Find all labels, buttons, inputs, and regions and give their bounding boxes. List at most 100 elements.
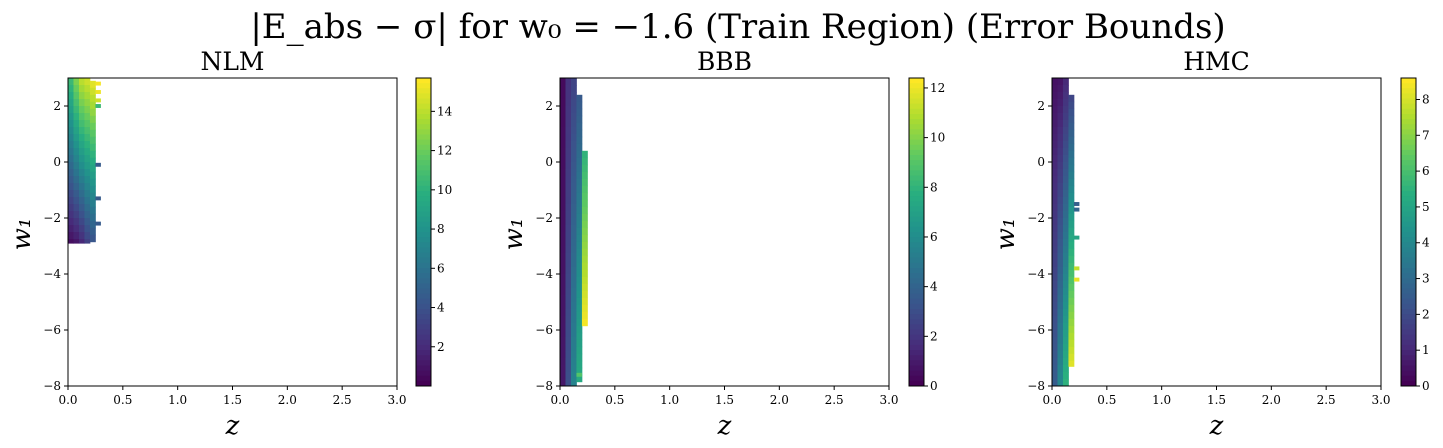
colorbar-segment: [416, 134, 431, 141]
heatmap-cell: [560, 134, 566, 142]
heatmap-cell: [1062, 267, 1069, 275]
panels: NLM 0.0 0.5 1.0 1.5 2.0 2.5 3.0 −8 −6 −4 −2 0 2 z w₁ 2 4 6…: [7, 47, 1430, 441]
colorbar-tick-label: 2: [930, 329, 938, 343]
heatmap-cell: [84, 99, 91, 107]
colorbar-segment: [909, 216, 924, 223]
colorbar-segment: [1401, 375, 1416, 382]
heatmap-cell: [576, 325, 583, 334]
heatmap-cell: [1052, 176, 1058, 184]
heatmap-cell: [576, 255, 583, 264]
colorbar-segment: [416, 119, 431, 125]
heatmap-cell: [1068, 213, 1075, 222]
heatmap-cell: [1068, 206, 1075, 215]
heatmap-cell: [570, 351, 577, 359]
heatmap-cell: [576, 192, 583, 201]
heatmap-cell: [1057, 288, 1064, 296]
heatmap-cell: [576, 318, 583, 327]
colorbar-segment: [1401, 190, 1416, 197]
heatmap-dash: [1073, 277, 1080, 282]
colorbar-tick-label: 4: [437, 301, 445, 315]
heatmap-cell: [560, 295, 566, 303]
heatmap-cell: [1068, 94, 1075, 103]
colorbar-tick-label: 0: [930, 379, 938, 393]
colorbar-segment: [1401, 262, 1416, 269]
heatmap-cell: [1052, 316, 1058, 324]
heatmap-cell: [570, 134, 577, 142]
colorbar-segment: [909, 293, 924, 300]
colorbar-segment: [1401, 319, 1416, 325]
heatmap-cell: [84, 85, 91, 93]
heatmap-cell: [565, 211, 572, 219]
colorbar-segment: [416, 201, 431, 207]
colorbar-segment: [416, 370, 431, 377]
heatmap-cell: [1057, 330, 1064, 338]
colorbar-segment: [909, 283, 924, 289]
colorbar-segment: [909, 180, 924, 187]
heatmap-cell: [1068, 178, 1075, 187]
colorbar-segment: [909, 175, 924, 182]
colorbar-segment: [416, 267, 431, 274]
colorbar-segment: [1401, 175, 1416, 182]
heatmap-cell: [89, 87, 96, 96]
colorbar-segment: [909, 190, 924, 197]
colorbar-segment: [909, 267, 924, 274]
colorbar-tick-label: 2: [437, 340, 445, 354]
heatmap-cell: [1062, 295, 1069, 303]
heatmap-cell: [1052, 232, 1058, 240]
heatmap-cell: [1068, 150, 1075, 159]
heatmap-cell: [576, 178, 583, 187]
heatmap-cell: [1052, 99, 1058, 107]
heatmap-cell: [89, 150, 96, 159]
heatmap-cell: [560, 204, 566, 212]
heatmap-cell: [84, 162, 91, 170]
heatmap-cell: [78, 141, 85, 149]
heatmap-cell: [68, 169, 74, 177]
heatmap-cell: [1062, 281, 1069, 289]
heatmap-cell: [1062, 141, 1069, 149]
heatmap-cell: [581, 178, 588, 187]
colorbar-tick-label: 14: [437, 104, 453, 118]
x-tick-label: 1.0: [1152, 393, 1171, 407]
colorbar-segment: [1401, 370, 1416, 377]
colorbar-segment: [1401, 180, 1416, 187]
heatmap-cell: [576, 234, 583, 243]
heatmap-cell: [1068, 346, 1075, 355]
heatmap-cell: [89, 178, 96, 187]
heatmap-cell: [73, 92, 80, 100]
colorbar-tick-label: 6: [1422, 164, 1430, 178]
heatmap-cell: [570, 155, 577, 163]
colorbar-segment: [416, 190, 431, 197]
heatmap-cell: [78, 85, 85, 93]
x-tick-label: 3.0: [1371, 393, 1390, 407]
colorbar-segment: [909, 314, 924, 320]
heatmap-cell: [560, 99, 566, 107]
colorbar-segment: [1401, 155, 1416, 161]
colorbar-segment: [1401, 170, 1416, 177]
heatmap-cell: [1052, 197, 1058, 205]
heatmap-cell: [570, 274, 577, 282]
heatmap-cell: [1052, 330, 1058, 338]
heatmap-cell: [565, 78, 572, 86]
heatmap-cell: [565, 141, 572, 149]
heatmap-cell: [565, 155, 572, 163]
colorbar-segment: [416, 103, 431, 110]
heatmap-cell: [1052, 155, 1058, 163]
heatmap-cell: [560, 92, 566, 100]
heatmap-dash: [95, 196, 101, 201]
heatmap-cell: [89, 213, 96, 222]
colorbar-segment: [1401, 339, 1416, 346]
heatmap-cell: [565, 295, 572, 303]
heatmap-cell: [89, 185, 96, 194]
heatmap-cell: [1062, 218, 1069, 226]
colorbar-tick-label: 1: [1422, 343, 1430, 357]
heatmap-cell: [1068, 248, 1075, 257]
y-tick-label: −8: [1027, 379, 1045, 393]
heatmap-cell: [1057, 197, 1064, 205]
heatmap-cell: [68, 190, 74, 198]
heatmap-cell: [73, 211, 80, 219]
heatmap-cell: [576, 157, 583, 166]
colorbar-segment: [1401, 237, 1416, 243]
colorbar-segment: [416, 293, 431, 300]
y-tick-label: −4: [535, 267, 553, 281]
heatmap-cell: [1057, 337, 1064, 345]
